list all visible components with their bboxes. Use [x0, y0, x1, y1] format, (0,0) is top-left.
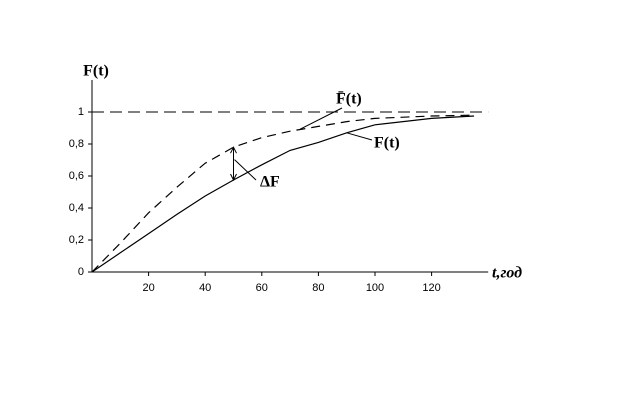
series-label: F̄(t) [336, 89, 362, 108]
leader-line [346, 132, 373, 141]
series-line [91, 115, 475, 273]
x-tick-label: 40 [199, 282, 211, 294]
leader-line [234, 159, 257, 181]
series-line [91, 114, 475, 273]
arrow-head [230, 146, 237, 154]
y-tick-label: 0,8 [69, 138, 84, 150]
x-tick-label: 60 [256, 282, 268, 294]
x-tick-label: 100 [366, 282, 384, 294]
y-axis-label: F(t) [83, 63, 109, 80]
x-tick-label: 120 [422, 282, 440, 294]
x-axis-label: t,год [492, 265, 522, 282]
y-tick-label: 0 [78, 266, 84, 278]
leader-line [299, 107, 343, 130]
y-tick-label: 0,4 [69, 202, 84, 214]
y-tick-label: 0,2 [69, 234, 84, 246]
arrow-head [230, 173, 237, 182]
x-tick-label: 80 [312, 282, 324, 294]
series-label: F(t) [374, 135, 400, 152]
delta-label: ΔF [260, 174, 280, 191]
y-tick-label: 1 [78, 106, 84, 118]
x-tick-label: 20 [142, 282, 154, 294]
y-tick-label: 0,6 [69, 170, 84, 182]
